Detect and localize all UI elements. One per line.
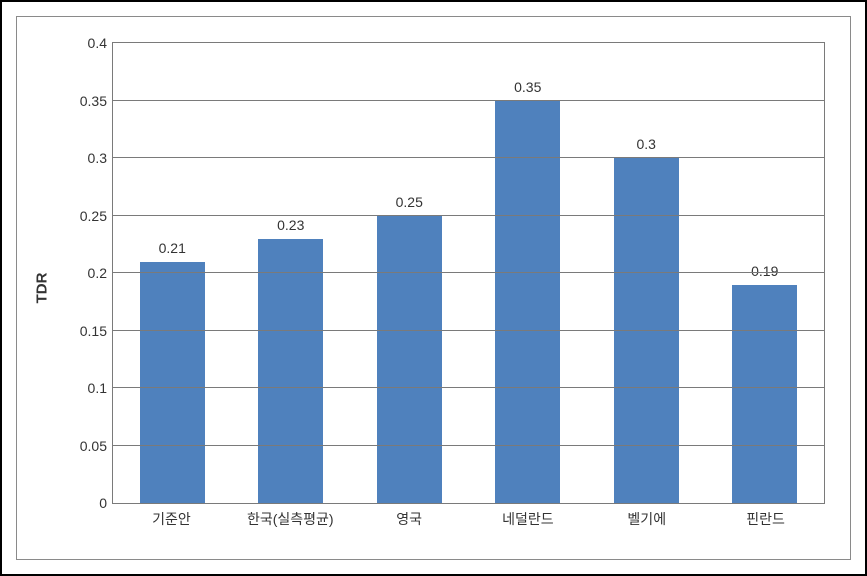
bar-value-label: 0.35 xyxy=(514,79,541,95)
x-tick-label: 한국(실측평균) xyxy=(247,509,334,529)
x-tick-label: 영국 xyxy=(396,509,422,529)
x-tick-label: 핀란드 xyxy=(746,509,785,529)
bar-value-label: 0.25 xyxy=(396,194,423,210)
bar: 0.3 xyxy=(614,158,679,503)
bar-value-label: 0.3 xyxy=(637,136,656,152)
bar: 0.25 xyxy=(377,216,442,504)
bar-value-label: 0.19 xyxy=(751,263,778,279)
gridline xyxy=(113,330,824,331)
gridline xyxy=(113,387,824,388)
bar: 0.19 xyxy=(732,285,797,504)
y-tick-label: 0.35 xyxy=(80,93,113,109)
chart-card: TDR 0.21 0.23 0.25 0.35 0.3 0.19 0 0.05 0.1 0.15… xyxy=(16,16,851,560)
gridline xyxy=(113,215,824,216)
x-axis-labels: 기준안 한국(실측평균) 영국 네덜란드 벨기에 핀란드 xyxy=(112,509,825,539)
x-tick-label: 네덜란드 xyxy=(502,509,554,529)
gridline xyxy=(113,157,824,158)
bar-value-label: 0.21 xyxy=(159,240,186,256)
outer-frame: TDR 0.21 0.23 0.25 0.35 0.3 0.19 0 0.05 0.1 0.15… xyxy=(0,0,867,576)
gridline xyxy=(113,445,824,446)
y-tick-label: 0.2 xyxy=(88,265,113,281)
bar: 0.21 xyxy=(140,262,205,504)
bar: 0.23 xyxy=(258,239,323,504)
bar-value-label: 0.23 xyxy=(277,217,304,233)
x-tick-label: 벨기에 xyxy=(627,509,666,529)
y-tick-label: 0.15 xyxy=(80,323,113,339)
plot-area: 0.210.230.250.350.30.19 00.050.10.150.20… xyxy=(112,42,825,504)
y-axis-title: TDR xyxy=(34,273,51,304)
y-tick-label: 0 xyxy=(99,495,113,511)
gridline xyxy=(113,272,824,273)
y-tick-label: 0.1 xyxy=(88,380,113,396)
bars-container: 0.21 0.23 0.25 0.35 0.3 0.19 xyxy=(113,43,824,503)
y-tick-label: 0.25 xyxy=(80,208,113,224)
gridline xyxy=(113,100,824,101)
y-tick-label: 0.3 xyxy=(88,150,113,166)
x-tick-label: 기준안 xyxy=(152,509,191,529)
y-tick-label: 0.4 xyxy=(88,35,113,51)
y-tick-label: 0.05 xyxy=(80,438,113,454)
bar: 0.35 xyxy=(495,101,560,504)
